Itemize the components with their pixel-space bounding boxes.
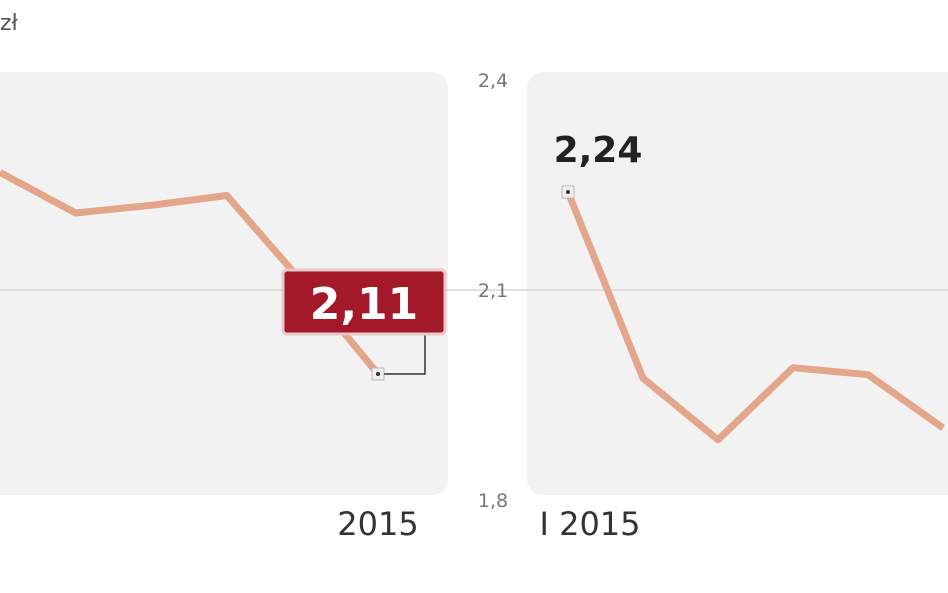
point-dot	[566, 190, 570, 194]
y-tick-label: 1,8	[478, 490, 508, 512]
unit-label: zł	[0, 11, 19, 36]
x-tick-label: I 2015	[539, 505, 640, 543]
panel	[527, 72, 948, 495]
point-dot	[376, 372, 380, 376]
line	[564, 190, 946, 444]
data-label: 2,24	[554, 130, 643, 171]
data-label: 2,11	[310, 279, 419, 330]
label-box	[281, 268, 447, 336]
y-tick-label: 2,4	[478, 70, 508, 92]
y-tick-label: 2,1	[478, 280, 508, 302]
panel	[0, 72, 448, 495]
leader-line	[384, 334, 426, 375]
x-tick-label: 2015	[337, 505, 418, 543]
